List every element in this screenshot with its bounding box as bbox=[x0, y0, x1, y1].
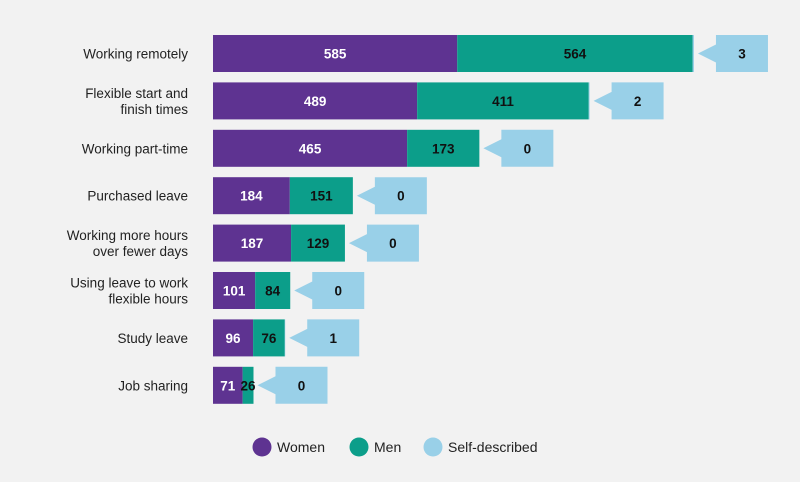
legend-swatch bbox=[252, 437, 272, 457]
category-labels: Working remotely Flexible start and finish… bbox=[67, 47, 189, 394]
category-label-line: Flexible start and bbox=[85, 86, 188, 101]
value-label-women: 101 bbox=[223, 284, 246, 299]
value-label-men: 411 bbox=[492, 94, 514, 109]
value-label-men: 564 bbox=[564, 47, 587, 62]
value-label-women: 187 bbox=[241, 236, 264, 251]
category-label: Working more hours over fewer days bbox=[67, 228, 189, 259]
legend-label: Women bbox=[277, 439, 325, 455]
callout-self-described bbox=[593, 82, 664, 120]
bar-women bbox=[213, 129, 408, 167]
value-label-self-described: 2 bbox=[634, 94, 642, 109]
callout-self-described bbox=[483, 129, 554, 167]
value-label-self-described: 3 bbox=[738, 47, 746, 62]
value-label-women: 96 bbox=[226, 331, 242, 346]
value-label-men: 84 bbox=[265, 284, 281, 299]
category-label: Study leave bbox=[117, 331, 188, 346]
bar-men bbox=[457, 35, 693, 72]
value-label-women: 465 bbox=[299, 141, 322, 156]
legend-swatch bbox=[423, 437, 443, 457]
bar-men bbox=[253, 319, 285, 357]
bar-men bbox=[242, 366, 254, 404]
bar-women bbox=[213, 319, 254, 357]
category-label: Working remotely bbox=[83, 47, 188, 62]
callout-self-described bbox=[257, 366, 328, 404]
value-label-self-described: 0 bbox=[397, 189, 405, 204]
bar-self-described bbox=[692, 35, 694, 72]
category-label-line: Working more hours bbox=[67, 228, 189, 243]
value-label-self-described: 0 bbox=[334, 284, 342, 299]
value-label-women: 71 bbox=[220, 378, 236, 393]
value-label-men: 173 bbox=[432, 141, 455, 156]
bar-men bbox=[291, 224, 345, 262]
bar-women bbox=[213, 272, 256, 309]
value-label-self-described: 0 bbox=[298, 378, 306, 393]
value-label-self-described: 0 bbox=[389, 236, 397, 251]
bar-women bbox=[213, 35, 458, 72]
value-label-women: 585 bbox=[324, 47, 347, 62]
callout-self-described bbox=[356, 177, 427, 215]
callout-self-described bbox=[289, 319, 360, 357]
callout-self-described bbox=[348, 224, 419, 262]
bar-women bbox=[213, 82, 418, 120]
value-label-men: 151 bbox=[310, 189, 333, 204]
legend: Women Men Self-described bbox=[252, 437, 538, 457]
value-label-men: 26 bbox=[241, 378, 257, 393]
legend-swatch bbox=[349, 437, 369, 457]
category-label-line: Using leave to work bbox=[70, 276, 188, 291]
category-label-line: flexible hours bbox=[108, 292, 188, 307]
bar-men bbox=[407, 129, 480, 167]
callout-self-described bbox=[697, 35, 768, 72]
category-label: Flexible start and finish times bbox=[85, 86, 188, 117]
callout-self-described bbox=[294, 272, 365, 309]
category-label: Purchased leave bbox=[87, 189, 188, 204]
bars-layer: 585 564 3 489 411 2 465 173 0 184 151 0 187 129 0 101 84… bbox=[213, 35, 768, 404]
category-label-line: over fewer days bbox=[93, 244, 189, 259]
value-label-self-described: 1 bbox=[329, 331, 337, 346]
bar-women bbox=[213, 366, 243, 404]
category-label-line: finish times bbox=[120, 102, 188, 117]
bar-women bbox=[213, 177, 290, 215]
value-label-men: 76 bbox=[261, 331, 277, 346]
bar-self-described bbox=[588, 82, 590, 120]
legend-label: Self-described bbox=[448, 439, 538, 455]
bar-men bbox=[417, 82, 589, 120]
bar-men bbox=[289, 177, 353, 215]
category-label: Working part-time bbox=[82, 141, 188, 156]
category-label: Job sharing bbox=[118, 378, 188, 393]
value-label-women: 489 bbox=[304, 94, 327, 109]
bar-men bbox=[255, 272, 291, 309]
bar-women bbox=[213, 224, 292, 262]
legend-label: Men bbox=[374, 439, 401, 455]
value-label-women: 184 bbox=[240, 189, 263, 204]
value-label-self-described: 0 bbox=[524, 141, 532, 156]
value-label-men: 129 bbox=[307, 236, 330, 251]
category-label: Using leave to work flexible hours bbox=[70, 276, 188, 307]
